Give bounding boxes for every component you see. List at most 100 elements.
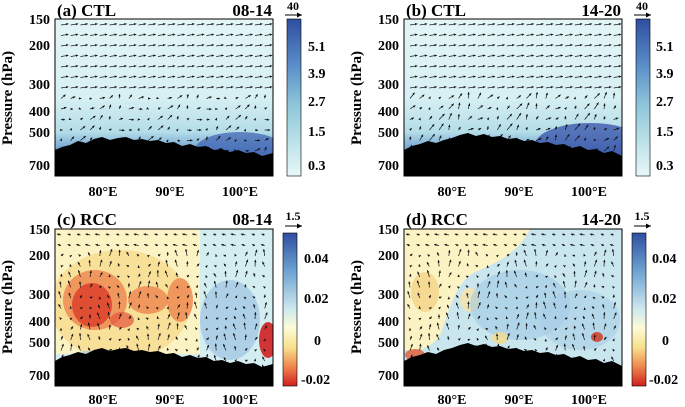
wind-vector-head	[589, 33, 593, 36]
wind-vector-head	[263, 294, 266, 297]
wind-vector-head	[240, 33, 244, 36]
wind-vector-head	[146, 333, 150, 337]
wind-vector-head	[494, 317, 498, 320]
wind-vector-head	[259, 75, 263, 78]
wind-vector-head	[478, 92, 482, 96]
panel-a-ctl-08-14: (a) CTL 08-14 40 5.1 3.9 2.7 1.5 0.3 150…	[0, 0, 326, 200]
wind-vector-head	[541, 54, 544, 57]
wind-vector-head	[176, 116, 179, 119]
panel-b-colorbar-tick: 5.1	[656, 40, 674, 55]
wind-vector-head	[223, 357, 227, 360]
wind-vector-head	[221, 43, 224, 47]
wind-vector-head	[449, 113, 452, 116]
wind-vector-head	[570, 243, 573, 247]
wind-vector-head	[488, 107, 492, 110]
wind-vector-head	[78, 281, 82, 284]
wind-vector-head	[77, 261, 81, 265]
wind-vector-head	[143, 75, 147, 78]
wind-vector-head	[590, 243, 594, 247]
wind-vector-head	[535, 274, 538, 278]
panel-c-rcc-08-14: (c) RCC 08-14 1.5 0.04 0.02 0 -0.02 150 …	[0, 209, 330, 407]
wind-vector-head	[164, 270, 168, 274]
wind-vector-head	[214, 265, 217, 268]
wind-vector-head	[165, 139, 169, 143]
wind-vector-head	[215, 304, 218, 308]
wind-vector-head	[98, 126, 102, 130]
wind-vector-head	[597, 93, 600, 96]
wind-vector-head	[408, 328, 412, 331]
wind-vector-head	[153, 22, 156, 26]
wind-vector-head	[253, 304, 256, 307]
wind-vector-head	[534, 312, 537, 315]
wind-vector-head	[232, 323, 236, 327]
wind-vector-head	[57, 233, 60, 236]
wind-vector-head	[407, 304, 410, 307]
wind-vector-head	[118, 94, 121, 97]
wind-vector-head	[514, 283, 517, 287]
wind-vector-head	[503, 233, 507, 236]
wind-vector-head	[594, 259, 598, 263]
wind-vector-head	[69, 128, 72, 131]
wind-vector-head	[527, 102, 530, 106]
wind-vector-head	[446, 322, 449, 326]
wind-vector-head	[518, 113, 522, 116]
wind-vector-head	[457, 114, 461, 117]
wind-vector-head	[583, 295, 587, 299]
wind-vector-head	[434, 75, 437, 78]
wind-vector-head	[534, 349, 538, 352]
wind-vector-head	[234, 139, 237, 142]
wind-vector-head	[201, 43, 205, 47]
wind-vector-head	[513, 233, 517, 236]
wind-vector-head	[62, 118, 66, 121]
wind-vector-head	[544, 327, 547, 331]
wind-vector-head	[87, 322, 91, 326]
wind-vector-head	[615, 136, 618, 139]
wind-vector-head	[104, 54, 108, 57]
wind-vector-head	[75, 85, 79, 89]
wind-vector-head	[414, 54, 418, 57]
wind-vector-head	[201, 33, 205, 36]
wind-vector-head	[60, 128, 63, 132]
wind-vector-head	[482, 43, 486, 47]
wind-vector-head	[195, 327, 198, 331]
panel-d-colorbar-labels: 0.04 0.02 0 -0.02	[649, 252, 678, 388]
wind-vector-head	[611, 249, 615, 252]
wind-vector-head	[262, 249, 266, 252]
wind-vector-head	[71, 136, 75, 140]
wind-vector-head	[195, 338, 198, 342]
wind-vector-head	[418, 317, 422, 321]
wind-vector-head	[531, 54, 534, 57]
wind-vector-head	[253, 358, 257, 362]
y-tick-label: 150	[378, 13, 399, 28]
wind-vector-head	[555, 117, 559, 120]
panel-d-x-ticks: 80°E 90°E 100°E	[438, 393, 607, 407]
wind-vector-head	[579, 54, 583, 57]
wind-vector-head	[244, 116, 248, 119]
wind-vector-head	[440, 105, 444, 109]
wind-vector-head	[469, 116, 473, 119]
wind-vector-head	[196, 249, 200, 253]
wind-vector-head	[560, 43, 563, 47]
wind-vector-head	[230, 33, 234, 36]
wind-vector-head	[553, 302, 556, 306]
wind-vector-head	[468, 313, 471, 317]
wind-vector-head	[240, 64, 244, 68]
wind-vector-head	[169, 96, 173, 100]
wind-vector-head	[75, 54, 79, 57]
wind-vector-head	[521, 22, 525, 26]
wind-vector-head	[453, 75, 457, 78]
wind-vector-head	[564, 107, 567, 110]
wind-vector-head	[189, 128, 192, 132]
x-tick-label: 90°E	[156, 393, 185, 407]
wind-vector-head	[89, 296, 93, 299]
wind-vector-head	[137, 317, 141, 321]
wind-vector-head	[261, 233, 265, 236]
wind-vector-head	[545, 347, 548, 350]
wind-vector-head	[250, 85, 253, 89]
y-tick-label: 200	[378, 39, 399, 54]
wind-vector-head	[502, 85, 505, 89]
wind-vector-head	[456, 295, 459, 298]
wind-vector-head	[453, 22, 457, 26]
wind-vector-head	[507, 333, 510, 336]
wind-vector-head	[541, 233, 544, 236]
